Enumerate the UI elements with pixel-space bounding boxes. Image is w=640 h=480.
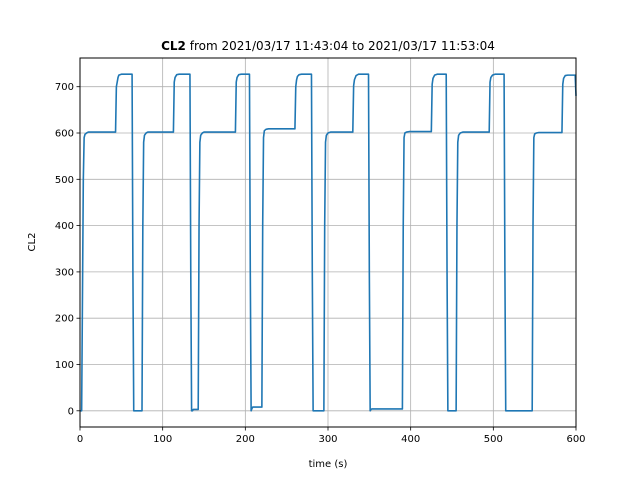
y-tick-label: 0 bbox=[68, 406, 74, 417]
y-tick-label: 400 bbox=[55, 221, 74, 232]
chart-title-rest: from 2021/03/17 11:43:04 to 2021/03/17 1… bbox=[186, 39, 495, 53]
y-tick-label: 500 bbox=[55, 175, 74, 186]
x-tick-label: 300 bbox=[318, 434, 337, 445]
x-tick-label: 100 bbox=[153, 434, 172, 445]
series-line-0 bbox=[80, 73, 577, 412]
x-tick-label: 200 bbox=[236, 434, 255, 445]
chart-title-bold: CL2 bbox=[161, 39, 186, 53]
y-axis-label: CL2 bbox=[27, 233, 38, 252]
y-axis: 0 100 200 300 400 500 600 700 bbox=[55, 82, 80, 417]
y-tick-label: 300 bbox=[55, 267, 74, 278]
y-tick-label: 100 bbox=[55, 360, 74, 371]
x-tick-label: 400 bbox=[401, 434, 420, 445]
chart-title: CL2 from 2021/03/17 11:43:04 to 2021/03/… bbox=[161, 39, 495, 53]
y-tick-label: 600 bbox=[55, 129, 74, 140]
x-tick-label: 0 bbox=[77, 434, 83, 445]
x-axis-label: time (s) bbox=[309, 459, 348, 470]
x-axis: 0 100 200 300 400 500 600 bbox=[77, 427, 586, 445]
x-tick-label: 500 bbox=[484, 434, 503, 445]
x-tick-label: 600 bbox=[566, 434, 585, 445]
y-tick-label: 200 bbox=[55, 314, 74, 325]
y-tick-label: 700 bbox=[55, 82, 74, 93]
series-layer bbox=[80, 73, 577, 412]
